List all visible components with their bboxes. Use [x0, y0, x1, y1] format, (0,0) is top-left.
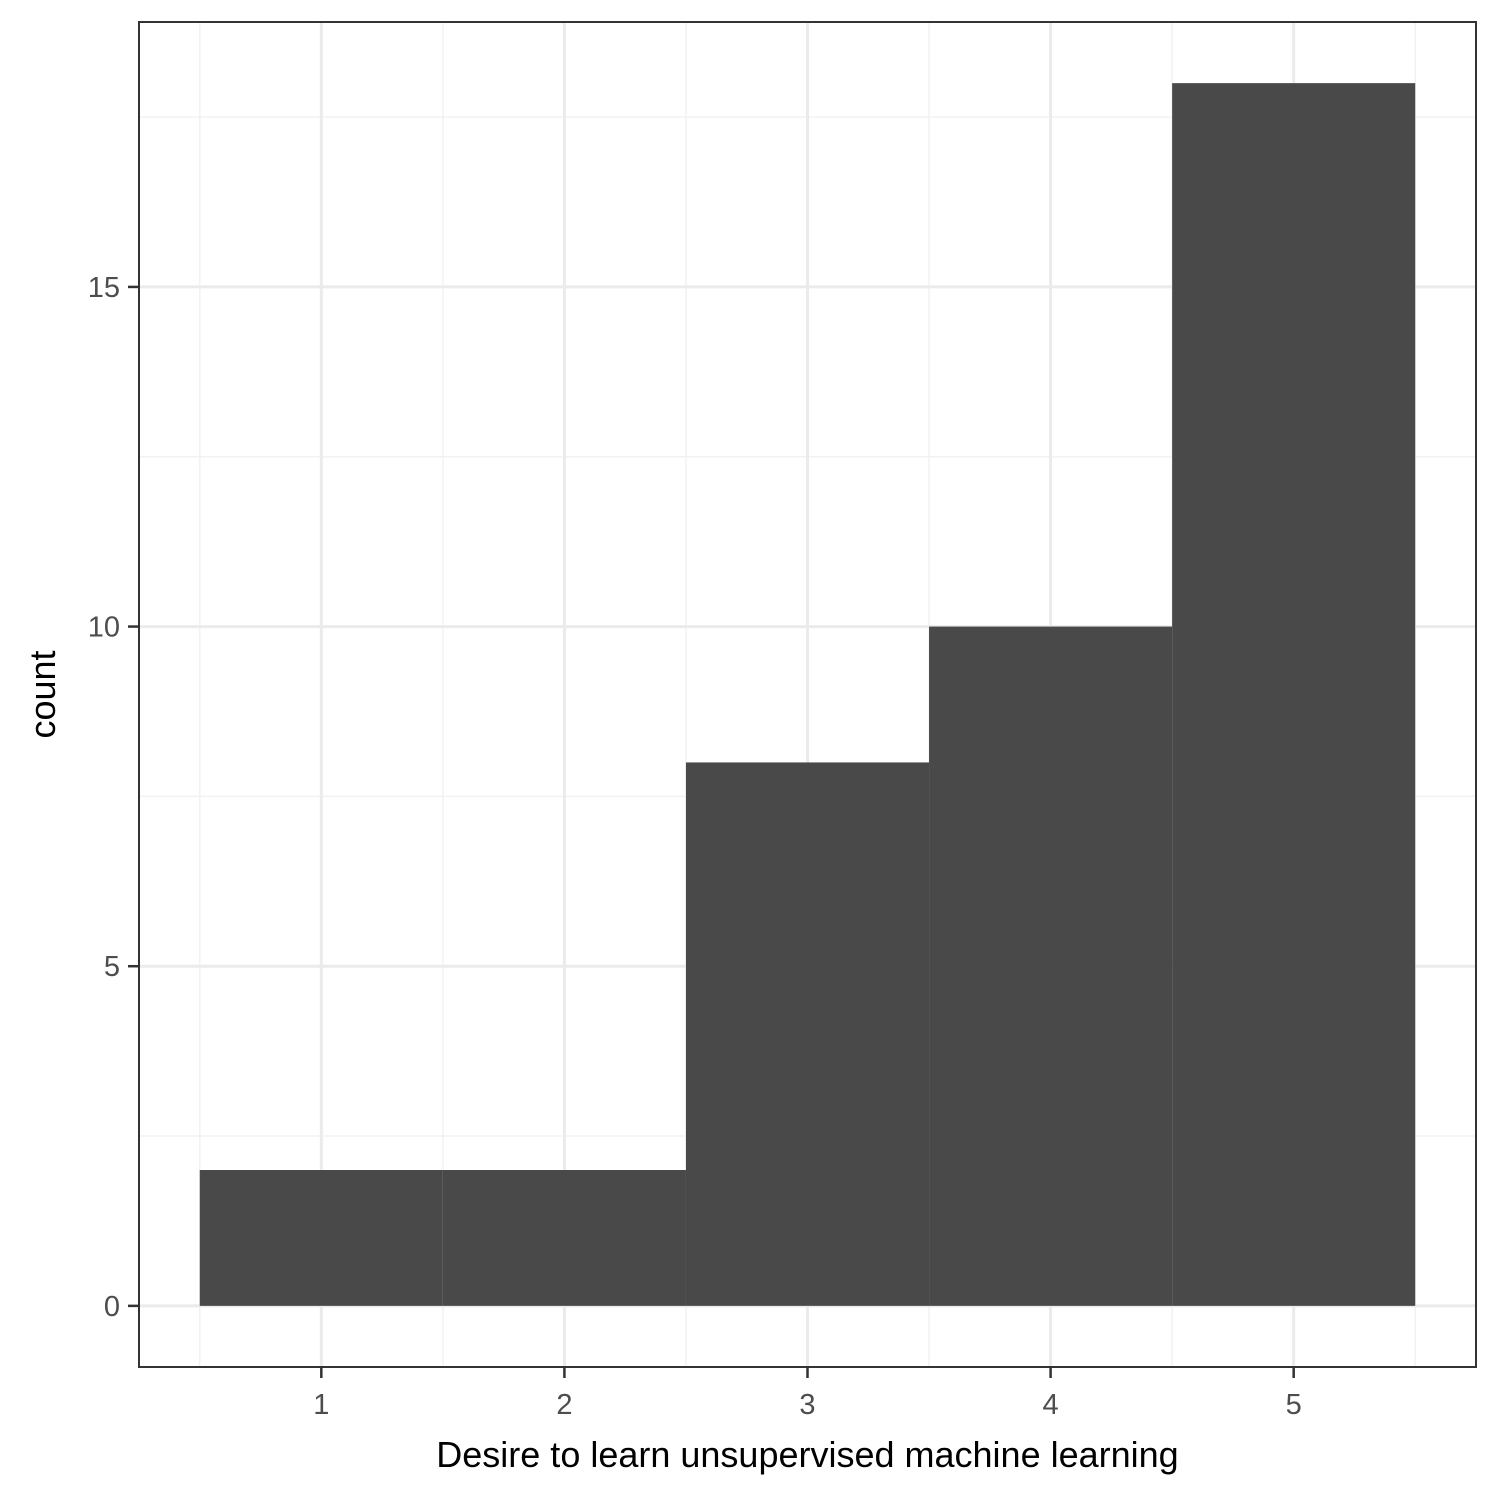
y-tick-label: 5	[104, 951, 120, 983]
x-axis-title: Desire to learn unsupervised machine lea…	[436, 1434, 1178, 1475]
x-axis-ticks: 1 2 3 4 5	[313, 1367, 1302, 1421]
bars	[199, 83, 1416, 1306]
y-tick-label: 15	[88, 272, 120, 304]
y-tick-label: 0	[104, 1291, 120, 1323]
bar	[685, 762, 930, 1306]
y-axis-title: count	[22, 650, 63, 738]
x-tick-label: 2	[556, 1389, 572, 1421]
bar	[1172, 83, 1416, 1306]
bar	[442, 1170, 686, 1306]
y-tick-label: 10	[88, 612, 120, 644]
bar	[929, 626, 1173, 1306]
x-tick-label: 4	[1043, 1389, 1059, 1421]
x-tick-label: 3	[799, 1389, 815, 1421]
x-tick-label: 1	[313, 1389, 329, 1421]
x-tick-label: 5	[1286, 1389, 1302, 1421]
bar	[199, 1170, 443, 1306]
y-axis-ticks: 0 5 10 15	[88, 272, 139, 1323]
